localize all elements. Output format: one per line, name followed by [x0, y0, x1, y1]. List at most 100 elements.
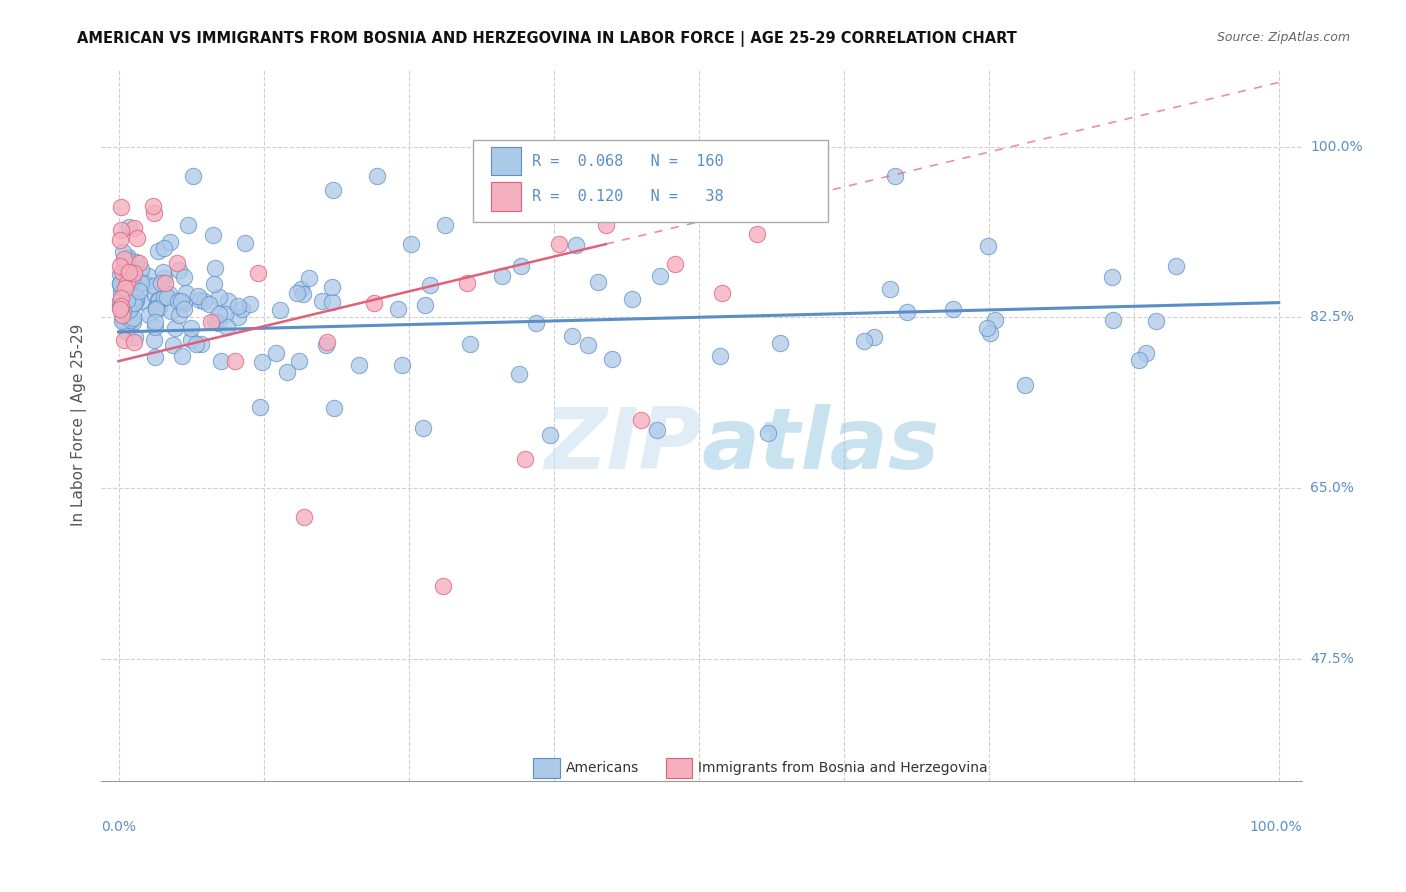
Point	[114, 281, 136, 295]
Point	[630, 413, 652, 427]
Text: Americans: Americans	[565, 761, 640, 775]
Point	[156, 290, 179, 304]
Point	[548, 237, 571, 252]
Point	[163, 321, 186, 335]
Text: Immigrants from Bosnia and Herzegovina: Immigrants from Bosnia and Herzegovina	[697, 761, 987, 775]
Text: 65.0%: 65.0%	[1310, 481, 1354, 495]
Point	[131, 262, 153, 277]
Point	[143, 288, 166, 302]
Point	[193, 293, 215, 308]
Point	[1014, 378, 1036, 392]
Point	[620, 292, 643, 306]
Point	[561, 329, 583, 343]
Point	[460, 337, 482, 351]
Point	[143, 334, 166, 348]
Point	[112, 333, 135, 347]
Point	[412, 421, 434, 435]
Point	[180, 333, 202, 347]
Point	[134, 276, 156, 290]
Point	[108, 302, 131, 317]
Point	[202, 277, 225, 292]
Point	[128, 256, 150, 270]
Point	[565, 237, 588, 252]
Point	[125, 293, 148, 307]
Point	[118, 265, 141, 279]
Point	[115, 276, 138, 290]
Point	[756, 425, 779, 440]
Point	[231, 301, 253, 316]
Text: 100.0%: 100.0%	[1310, 139, 1362, 153]
Point	[146, 244, 169, 259]
Point	[852, 334, 875, 348]
Point	[111, 309, 134, 323]
FancyBboxPatch shape	[665, 758, 692, 778]
Point	[180, 321, 202, 335]
Point	[145, 301, 167, 316]
Point	[138, 308, 160, 322]
Point	[149, 276, 172, 290]
Point	[176, 285, 198, 300]
Point	[863, 329, 886, 343]
Text: R =  0.120   N =   38: R = 0.120 N = 38	[533, 189, 724, 204]
Point	[217, 319, 239, 334]
Point	[108, 268, 131, 282]
Point	[538, 427, 561, 442]
Point	[252, 355, 274, 369]
Point	[177, 218, 200, 232]
Point	[208, 290, 231, 304]
Point	[110, 200, 132, 214]
Point	[152, 270, 174, 285]
Point	[124, 255, 146, 269]
Point	[110, 286, 132, 301]
Point	[117, 252, 139, 266]
Point	[664, 257, 686, 271]
Point	[311, 293, 333, 308]
Point	[108, 259, 131, 273]
Point	[121, 286, 143, 301]
Point	[143, 350, 166, 364]
Point	[709, 349, 731, 363]
Point	[145, 301, 167, 315]
Point	[124, 290, 146, 304]
Point	[321, 294, 343, 309]
Text: R =  0.068   N =  160: R = 0.068 N = 160	[533, 153, 724, 169]
Point	[979, 326, 1001, 340]
Point	[491, 268, 513, 283]
Point	[214, 307, 236, 321]
Point	[143, 278, 166, 293]
Point	[118, 303, 141, 318]
Point	[600, 351, 623, 366]
Point	[170, 350, 193, 364]
Point	[226, 310, 249, 324]
Point	[110, 294, 132, 309]
Point	[202, 228, 225, 243]
Point	[238, 296, 260, 310]
Point	[148, 293, 170, 307]
Text: 100.0%: 100.0%	[1250, 820, 1302, 834]
Point	[198, 297, 221, 311]
Point	[595, 218, 617, 232]
Point	[363, 295, 385, 310]
Text: ZIP: ZIP	[544, 404, 702, 487]
Point	[153, 241, 176, 255]
Point	[124, 334, 146, 349]
Point	[110, 223, 132, 237]
Point	[710, 285, 733, 300]
Point	[650, 268, 672, 283]
Point	[942, 302, 965, 317]
Point	[246, 266, 269, 280]
Point	[508, 367, 530, 381]
Point	[148, 293, 170, 308]
Y-axis label: In Labor Force | Age 25-29: In Labor Force | Age 25-29	[72, 324, 87, 525]
Point	[1144, 314, 1167, 328]
Point	[226, 299, 249, 313]
Point	[292, 510, 315, 524]
Point	[124, 297, 146, 311]
Point	[207, 316, 229, 330]
Point	[111, 306, 134, 320]
Point	[298, 271, 321, 285]
Point	[290, 282, 312, 296]
Point	[181, 169, 204, 183]
Point	[166, 293, 188, 308]
Point	[118, 276, 141, 290]
